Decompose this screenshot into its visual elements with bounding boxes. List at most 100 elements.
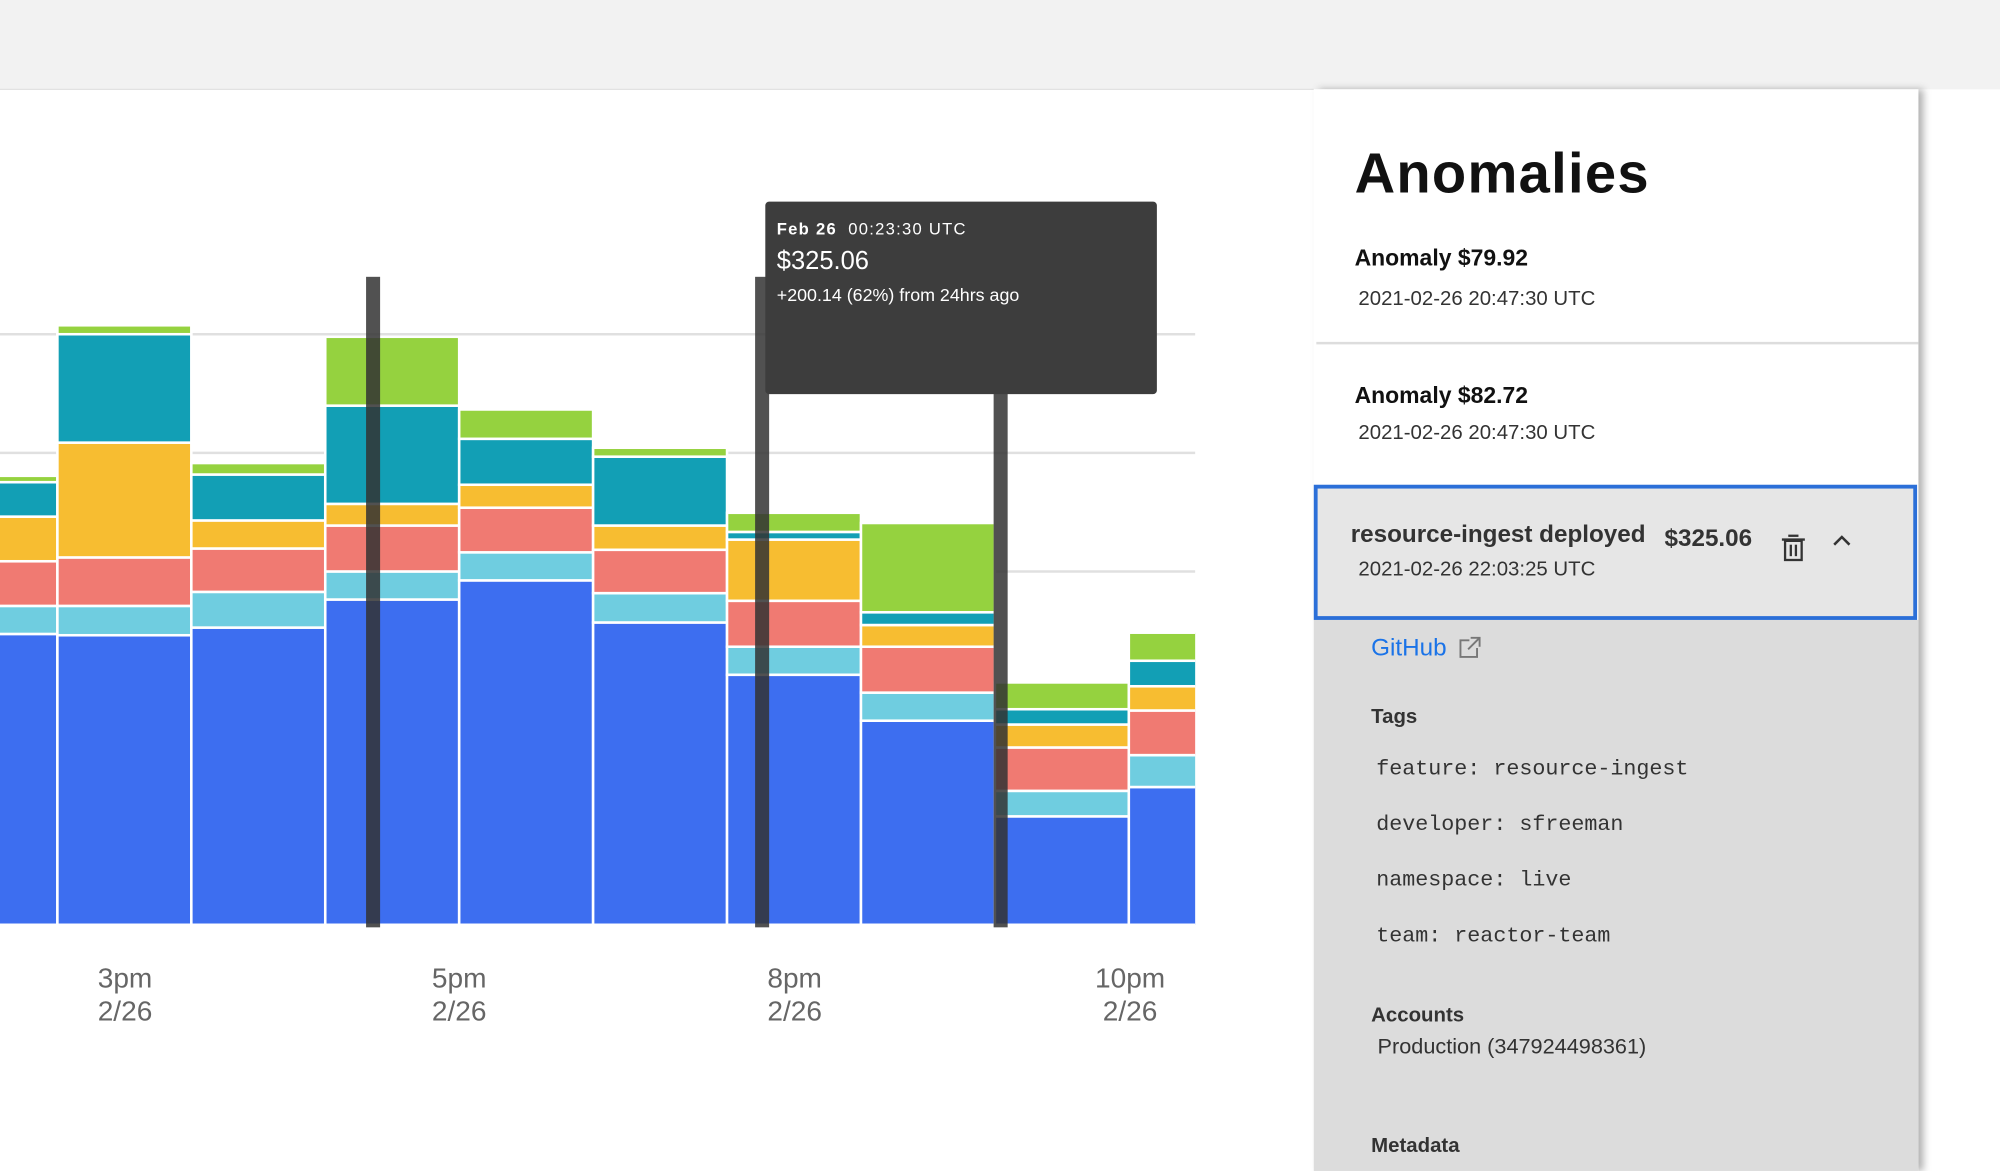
bar-segment [725,599,863,648]
bar-segment [190,519,327,550]
bar-segment [190,626,327,927]
tooltip-value: $325.06 [777,247,869,275]
anomaly-title: Anomaly $82.72 [1355,382,1528,408]
x-tick-label: 2/26 [767,995,822,1026]
bar-segment [56,332,193,444]
bar-segment [457,579,595,927]
anomaly-time: 2021-02-26 20:47:30 UTC [1358,288,1595,310]
bar-segment [993,723,1131,749]
bar-segment [190,547,327,594]
bar-segment [190,473,327,522]
account: Production (347924498361) [1378,1034,1647,1059]
tooltip-date: Feb 26 [777,220,837,239]
github-link[interactable]: GitHub [1371,635,1481,662]
delete-icon[interactable] [1781,534,1805,562]
tag: feature: resource-ingest [1376,756,1688,781]
x-tick-label: 2/26 [98,995,153,1026]
bar-segment [0,480,59,518]
bar-segment [591,455,729,527]
bar-segment [0,474,59,484]
bar-segment [591,548,729,595]
bar-segment [457,437,595,487]
selected-box [1313,484,1918,620]
bar-segment [323,524,461,573]
anomaly-time: 2021-02-26 20:47:30 UTC [1358,422,1595,444]
bar-segment [457,408,595,441]
bar-segment [323,502,461,527]
tags-heading: Tags [1371,706,1417,728]
bar-segment [1127,631,1196,663]
bar-segment [0,559,59,608]
bar-segment [56,633,193,927]
side-panel: Anomalies Anomaly $79.92 2021-02-26 20:4… [1313,89,1919,1171]
selected-anomaly[interactable]: resource-ingest deployed $325.06 2021-02… [1313,484,1918,620]
bar-segment [56,604,193,637]
bar-segment [725,538,863,603]
x-tick-label: 10pm [1095,962,1165,993]
bar-segment [0,632,59,927]
x-tick-label: 2/26 [432,995,487,1026]
x-tick-label: 3pm [98,962,153,993]
top-bar [0,0,2000,90]
bar-segment [591,591,729,624]
tooltip-box [765,201,1157,395]
x-tick-label: 2/26 [1103,995,1158,1026]
plot [0,324,1196,927]
accounts-heading: Accounts [1371,1005,1464,1027]
bar-segment [725,673,863,927]
bar-segment [0,515,59,563]
bar-segment [993,707,1131,726]
anomaly-marker[interactable] [993,382,1008,928]
bar-segment [1127,659,1196,688]
panel-title: Anomalies [1355,142,1650,205]
anomaly-markers [366,276,1008,928]
bar-segment [725,645,863,677]
bar-segment [993,746,1131,793]
collapse-icon[interactable] [1833,535,1851,546]
bar-segment [323,335,461,407]
bar-segment [56,556,193,608]
tooltip: Feb 26 00:23:30 UTC $325.06 +200.14 (62%… [765,201,1157,395]
tags: feature: resource-ingest developer: sfree… [1376,756,1688,948]
bar-segment [591,621,729,927]
bar-segment [457,506,595,554]
bar-segment [859,521,997,614]
link-text: GitHub [1371,635,1446,662]
bar-segment [859,645,997,694]
x-tick-label: 5pm [432,962,487,993]
bar-segment [591,524,729,552]
tooltip-change: +200.14 (62%) from 24hrs ago [777,285,1020,305]
bar-segment [56,441,193,559]
bar-segment [725,511,863,534]
bar-segment [190,590,327,629]
tag: team: reactor-team [1376,923,1610,948]
bar-segment [1127,785,1196,927]
bar-segment [323,404,461,506]
bar-segment [1127,684,1196,712]
bar-segment [1127,709,1196,757]
bar-segment [190,461,327,476]
bar-segment [457,483,595,509]
bar-segment [1127,753,1196,789]
tooltip-time: 00:23:30 UTC [848,220,967,239]
bar-segment [859,611,997,627]
bar-segment [993,681,1131,711]
tag: namespace: live [1376,868,1571,893]
anomaly-item[interactable]: Anomaly $79.92 2021-02-26 20:47:30 UTC [1355,244,1596,310]
bar-segment [323,598,461,927]
anomaly-item[interactable]: Anomaly $82.72 2021-02-26 20:47:30 UTC [1355,382,1596,444]
expanded-bg [1313,619,1919,1171]
external-icon [1459,636,1481,658]
metadata-heading: Metadata [1371,1135,1460,1157]
x-tick-label: 8pm [767,962,822,993]
bar-segment [591,446,729,458]
selected-name: resource-ingest deployed [1351,521,1646,548]
anomaly-marker[interactable] [755,276,770,928]
bar-segment [993,815,1131,927]
bar-segment [323,570,461,601]
anomaly-marker[interactable] [366,276,381,928]
bar-segment [457,551,595,582]
